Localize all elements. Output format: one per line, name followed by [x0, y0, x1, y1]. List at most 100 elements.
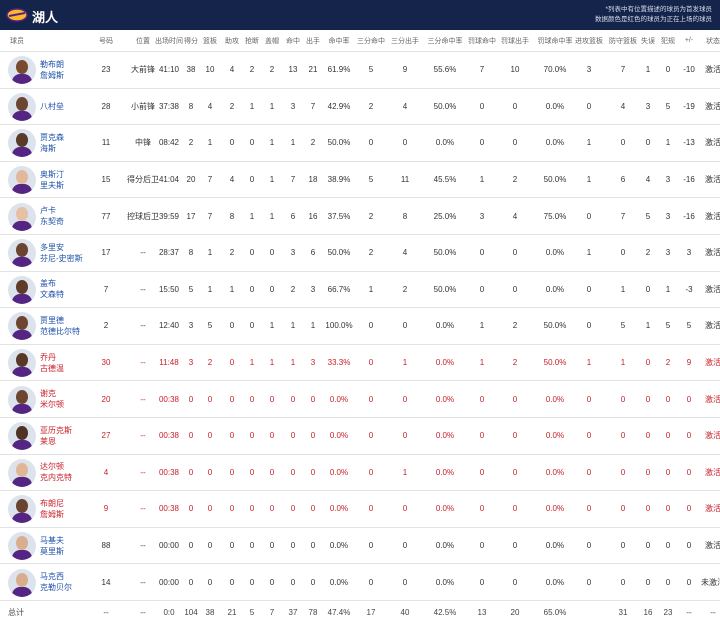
stat-cell: 1 — [207, 248, 213, 258]
column-header[interactable]: 出手 — [306, 37, 320, 45]
stat-cell: 1 — [620, 358, 626, 368]
column-header[interactable]: 状态 — [706, 37, 720, 45]
table-row[interactable]: 亚历克斯 莱恩 27 -- 00:38 0 0 0 0 0 0 0 0.0% 0 0 0.0% 0 0 0.0% 0 0… — [0, 418, 720, 455]
player-name[interactable]: 亚历克斯 莱恩 — [40, 418, 72, 454]
stat-cell: 0 — [229, 138, 235, 148]
player-name[interactable]: 贾克森 海斯 — [40, 125, 64, 161]
column-header[interactable]: 三分命中率 — [427, 37, 463, 45]
stat-cell: 16 — [308, 211, 318, 221]
stat-cell: 1 — [269, 211, 275, 221]
player-name[interactable]: 达尔顿 克内克特 — [40, 455, 72, 491]
player-avatar — [8, 239, 36, 268]
stat-cell: 2 — [665, 358, 671, 368]
stat-cell: 0 — [665, 467, 671, 477]
stat-cell: 0.0% — [545, 248, 565, 258]
table-row[interactable]: 奥斯汀 里夫斯 15 得分后卫 41:04 20 7 4 0 1 7 18 38.9% 5 11 45.5% 1… — [0, 162, 720, 199]
column-header[interactable]: 犯规 — [661, 37, 675, 45]
column-header[interactable]: 罚球出手 — [501, 37, 529, 45]
player-jersey — [12, 184, 32, 195]
player-name[interactable]: 贾里德 范德比尔特 — [40, 308, 80, 344]
table-row[interactable]: 贾克森 海斯 11 中锋 08:42 2 1 0 0 1 1 2 50.0% 0 0 0.0% 0 0 0.0% 1 0… — [0, 125, 720, 162]
stat-cell: 2 — [368, 248, 374, 258]
stat-cell: 7 — [310, 101, 316, 111]
stat-cell: 1 — [269, 358, 275, 368]
column-header[interactable]: 三分出手 — [391, 37, 419, 45]
player-name-line: 布朗尼 — [40, 498, 64, 508]
stat-cell: 33.3% — [327, 358, 351, 368]
column-header[interactable]: 失误 — [641, 37, 655, 45]
stat-cell: 2 — [368, 211, 374, 221]
player-name[interactable]: 马克西 克勒贝尔 — [40, 564, 72, 600]
column-header[interactable]: 抢断 — [245, 37, 259, 45]
totals-cell: 47.4% — [327, 607, 351, 617]
stat-cell: 0 — [686, 577, 692, 587]
table-row[interactable]: 贾里德 范德比尔特 2 -- 12:40 3 5 0 0 1 1 1 100.0% 0 0 0.0% 1 2 50.… — [0, 308, 720, 345]
stat-cell: 3 — [686, 248, 692, 258]
table-row[interactable]: 马克西 克勒贝尔 14 -- 00:00 0 0 0 0 0 0 0 0.0% 0 0 0.0% 0 0 0.0% 0… — [0, 564, 720, 601]
player-name[interactable]: 乔丹 古德温 — [40, 345, 64, 381]
totals-cell: 0:0 — [163, 607, 175, 617]
column-header[interactable]: 位置 — [136, 37, 150, 45]
column-header[interactable]: 命中率 — [328, 37, 350, 45]
column-header[interactable]: 防守篮板 — [609, 37, 637, 45]
column-header[interactable]: 出场时间 — [155, 37, 183, 45]
column-header[interactable]: 进攻篮板 — [575, 37, 603, 45]
column-header[interactable]: 球员 — [10, 37, 24, 45]
stat-cell: 0 — [645, 504, 651, 514]
column-header[interactable]: 命中 — [286, 37, 300, 45]
table-row[interactable]: 八村垒 28 小前锋 37:38 8 4 2 1 1 3 7 42.9% 2 4 50.0% 0 0 0.0% 0 4… — [0, 89, 720, 126]
table-row[interactable]: 谢克 米尔顿 20 -- 00:38 0 0 0 0 0 0 0 0.0% 0 0 0.0% 0 0 0.0% 0 0 0… — [0, 381, 720, 418]
stat-cell: 50.0% — [543, 358, 567, 368]
table-row[interactable]: 勒布朗 詹姆斯 23 大前锋 41:10 38 10 4 2 2 13 21 61.9% 5 9 55.6% 7… — [0, 52, 720, 89]
stat-cell: 61.9% — [327, 65, 351, 75]
column-header[interactable]: 助攻 — [225, 37, 239, 45]
column-header[interactable]: 罚球命中 — [468, 37, 496, 45]
stat-cell: 0 — [645, 284, 651, 294]
table-row[interactable]: 卢卡 东契奇 77 控球后卫 39:59 17 7 8 1 1 6 16 37.5% 2 8 25.0% 3 4 7… — [0, 198, 720, 235]
stat-cell: 0 — [512, 284, 518, 294]
stat-cell: -- — [140, 248, 146, 258]
player-name[interactable]: 布朗尼 詹姆斯 — [40, 491, 64, 527]
column-header[interactable]: 号码 — [99, 37, 113, 45]
stat-cell: 2 — [402, 284, 408, 294]
column-header[interactable]: 得分 — [184, 37, 198, 45]
stat-cell: 0 — [479, 431, 485, 441]
stat-cell: 0 — [188, 394, 194, 404]
stat-cell: 1 — [402, 358, 408, 368]
player-name[interactable]: 谢克 米尔顿 — [40, 381, 64, 417]
stat-cell: 2 — [512, 358, 518, 368]
player-name[interactable]: 多里安 芬尼-史密斯 — [40, 235, 83, 271]
stat-cell: 20 — [101, 394, 111, 404]
column-header[interactable]: 篮板 — [203, 37, 217, 45]
table-row[interactable]: 达尔顿 克内克特 4 -- 00:38 0 0 0 0 0 0 0 0.0% 0 1 0.0% 0 0 0.0% 0 0… — [0, 455, 720, 492]
player-name-line: 奥斯汀 — [40, 169, 64, 179]
player-name[interactable]: 盖布 文森特 — [40, 272, 64, 308]
table-row[interactable]: 多里安 芬尼-史密斯 17 -- 28:37 8 1 2 0 0 3 6 50.0% 2 4 50.0% 0 0 0… — [0, 235, 720, 272]
totals-cell: 65.0% — [543, 607, 567, 617]
column-header[interactable]: 盖帽 — [265, 37, 279, 45]
stat-cell: 3 — [665, 175, 671, 185]
player-name[interactable]: 奥斯汀 里夫斯 — [40, 162, 64, 198]
table-row[interactable]: 乔丹 古德温 30 -- 11:48 3 2 0 1 1 1 3 33.3% 0 1 0.0% 1 2 50.0% 1… — [0, 345, 720, 382]
column-header[interactable]: +/- — [684, 37, 694, 44]
stat-cell: 0 — [645, 394, 651, 404]
stat-cell: 激活 — [705, 504, 720, 514]
stat-cell: 17 — [101, 248, 111, 258]
player-name[interactable]: 八村垒 — [40, 89, 64, 125]
table-row[interactable]: 布朗尼 詹姆斯 9 -- 00:38 0 0 0 0 0 0 0 0.0% 0 0 0.0% 0 0 0.0% 0 0 0… — [0, 491, 720, 528]
stat-cell: 0 — [188, 431, 194, 441]
stat-cell: 0 — [368, 138, 374, 148]
stat-cell: 11:48 — [159, 358, 179, 368]
column-header[interactable]: 罚球命中率 — [537, 37, 573, 45]
stat-cell: 0 — [249, 541, 255, 551]
stat-cell: 28:37 — [158, 248, 180, 258]
stat-cell: 5 — [645, 211, 651, 221]
team-header: 湖人 *列表中有位置描述的球员为首发球员 数据颜色是红色的球员为正在上场的球员 — [0, 0, 720, 30]
player-name[interactable]: 马基夫 莫里斯 — [40, 528, 64, 564]
table-row[interactable]: 盖布 文森特 7 -- 15:50 5 1 1 0 0 2 3 66.7% 1 2 50.0% 0 0 0.0% 0 1… — [0, 272, 720, 309]
stat-cell: 0 — [310, 431, 316, 441]
player-name[interactable]: 卢卡 东契奇 — [40, 198, 64, 234]
column-header[interactable]: 三分命中 — [357, 37, 385, 45]
table-row[interactable]: 马基夫 莫里斯 88 -- 00:00 0 0 0 0 0 0 0 0.0% 0 0 0.0% 0 0 0.0% 0 0… — [0, 528, 720, 565]
player-name[interactable]: 勒布朗 詹姆斯 — [40, 52, 64, 88]
